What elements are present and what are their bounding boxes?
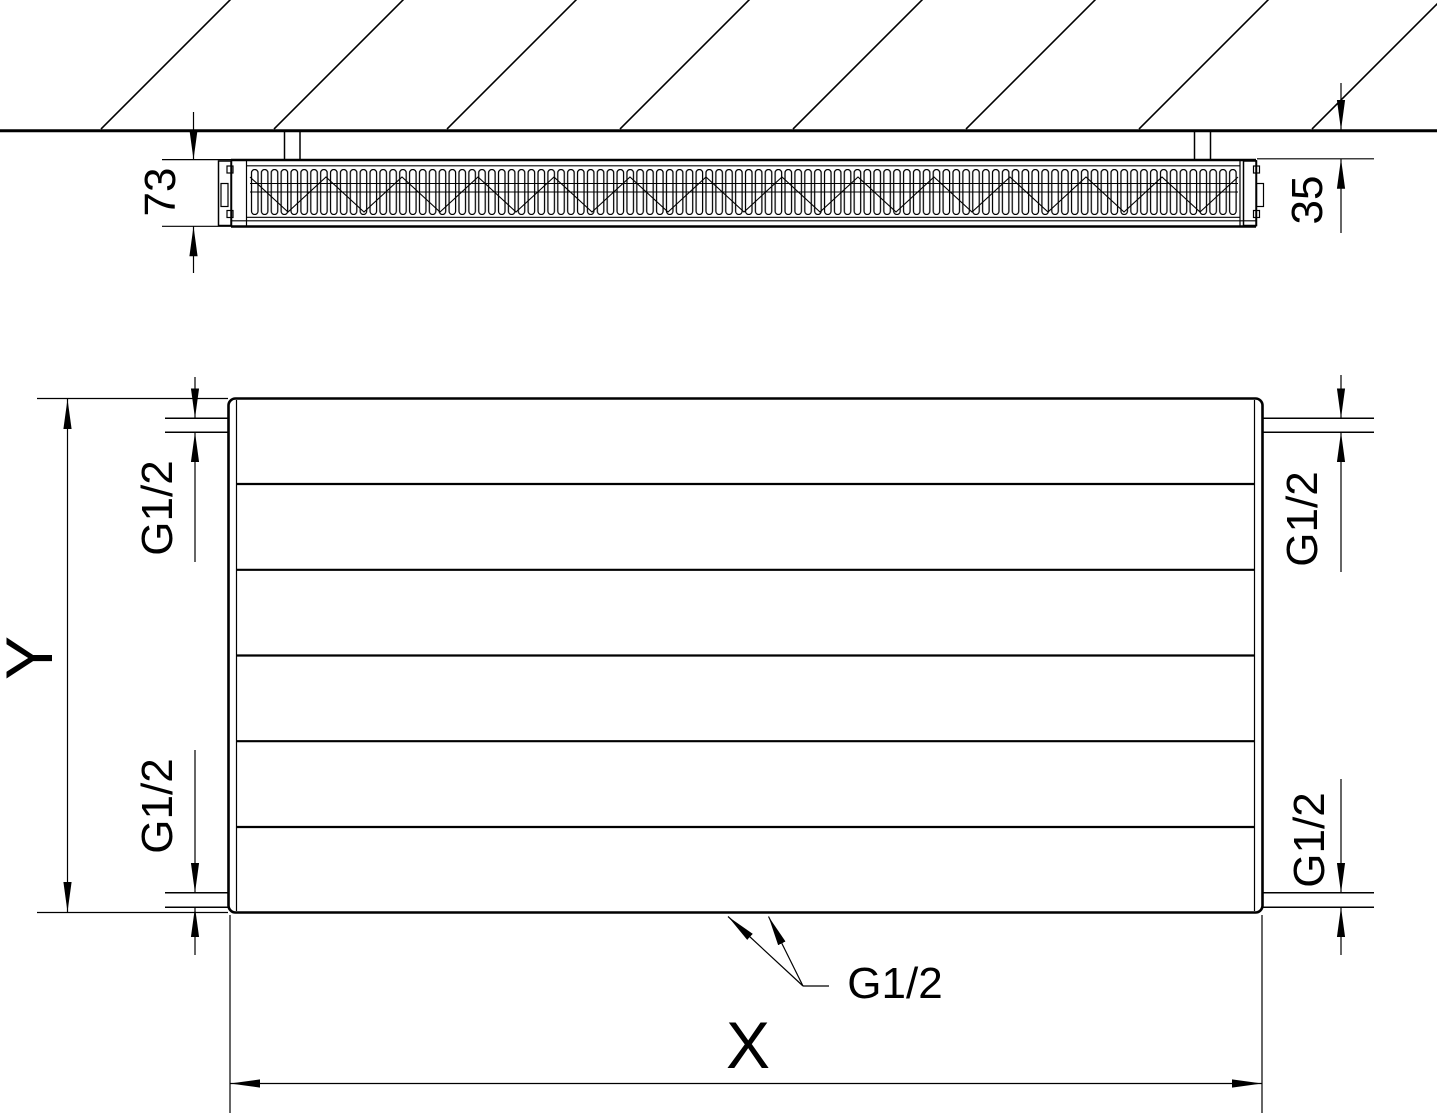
cap-tab xyxy=(220,182,229,208)
convector-fins xyxy=(249,169,1239,215)
wall-hatch-line xyxy=(1138,0,1270,130)
radiator-panel xyxy=(227,397,1264,914)
cap-clip xyxy=(1252,209,1261,219)
wall-hatching xyxy=(100,0,1437,130)
dimension-depth: 73 xyxy=(136,112,231,273)
wall-hatch-line xyxy=(100,0,232,130)
thread-label-bottom-right: G1/2 xyxy=(1285,792,1334,887)
dimension-thread-top-right: G1/2 xyxy=(1278,375,1346,572)
wall-hatch-line xyxy=(446,0,578,130)
height-dimension-label: Y xyxy=(0,636,66,680)
mounting-bracket-left xyxy=(283,132,301,160)
connection-stub-bottom-right xyxy=(1262,892,1374,908)
cap-clip xyxy=(1252,165,1261,174)
connection-stub-bottom-left xyxy=(165,892,229,908)
dimension-height: Y xyxy=(0,397,228,914)
end-cap-right xyxy=(1242,160,1265,227)
connection-stub-top-left xyxy=(165,417,229,433)
thread-label-center: G1/2 xyxy=(847,959,942,1008)
radiator-front-view: G1/2 G1/2 G1/2 G1/2 Y X xyxy=(0,375,1374,1113)
radiator-top-view: 73 35 xyxy=(136,83,1374,273)
depth-dimension-label: 73 xyxy=(136,168,185,217)
fin-zigzag xyxy=(249,176,1239,213)
dimension-thread-top-left: G1/2 xyxy=(133,377,200,562)
center-connection-leader: G1/2 xyxy=(727,916,943,1008)
thread-label-bottom-left: G1/2 xyxy=(133,758,182,853)
width-dimension-label: X xyxy=(726,1008,770,1082)
end-cap-left xyxy=(217,160,234,227)
thread-label-top-left: G1/2 xyxy=(133,460,182,555)
wall-hatch-line xyxy=(1311,2,1437,130)
wall-hatch-line xyxy=(965,0,1097,130)
thread-label-top-right: G1/2 xyxy=(1278,471,1327,566)
dimension-wall-gap: 35 xyxy=(1257,83,1374,233)
wall-hatch-line xyxy=(619,0,751,130)
wall-gap-dimension-label: 35 xyxy=(1283,176,1332,225)
dimension-thread-bottom-right: G1/2 xyxy=(1285,779,1346,955)
dimension-thread-bottom-left: G1/2 xyxy=(133,750,200,955)
cap-clip xyxy=(226,165,234,174)
panel-groove-lines xyxy=(236,482,1255,829)
wall-hatch-line xyxy=(273,0,405,130)
wall-hatch-line xyxy=(792,0,924,130)
connection-stub-top-right xyxy=(1262,417,1374,433)
dimension-width: X xyxy=(229,915,1263,1113)
wall-section xyxy=(0,0,1437,133)
cap-clip xyxy=(226,209,234,219)
cap-tab xyxy=(1255,182,1265,208)
mounting-bracket-right xyxy=(1193,132,1212,160)
